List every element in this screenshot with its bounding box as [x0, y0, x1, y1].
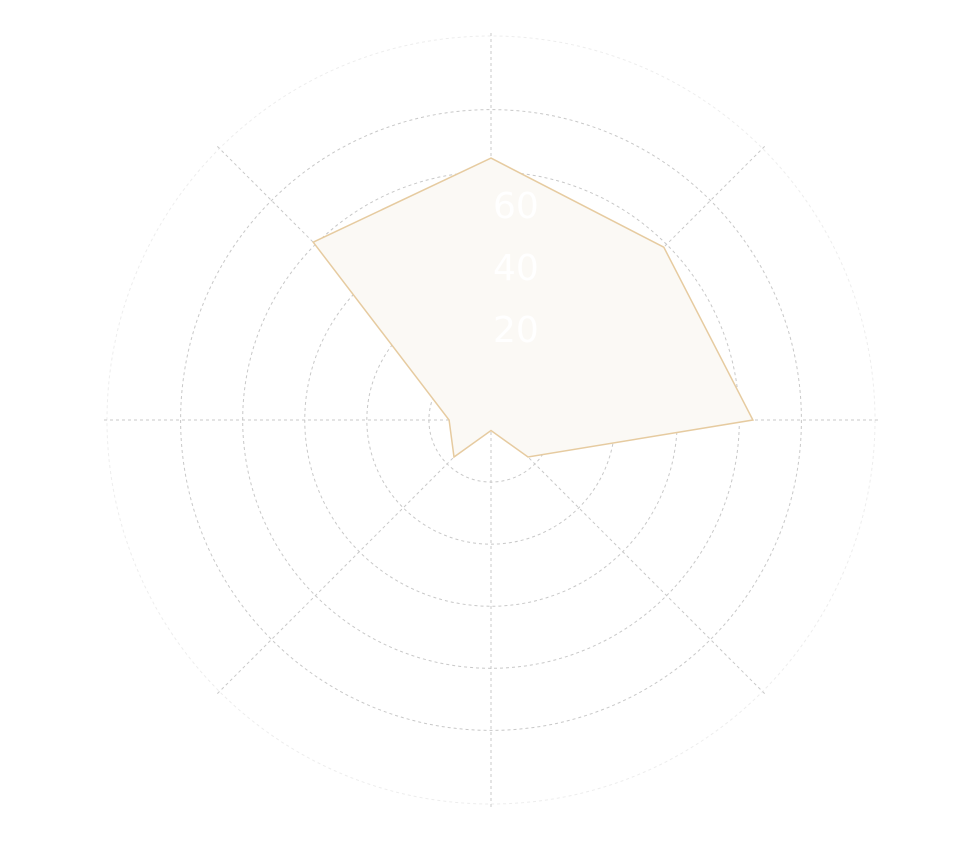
- grid-circle-100: [180, 109, 802, 731]
- radial-tick-labels: 20 40 60: [493, 186, 539, 351]
- radial-tick-label-20: 20: [493, 310, 539, 351]
- series-area-0: [312, 157, 755, 459]
- radial-tick-label-60: 60: [493, 186, 539, 227]
- radial-tick-label-40: 40: [493, 248, 539, 289]
- axis-spoke-3: [490, 419, 766, 695]
- series-layer: [312, 157, 755, 459]
- axis-spoke-5: [216, 419, 492, 695]
